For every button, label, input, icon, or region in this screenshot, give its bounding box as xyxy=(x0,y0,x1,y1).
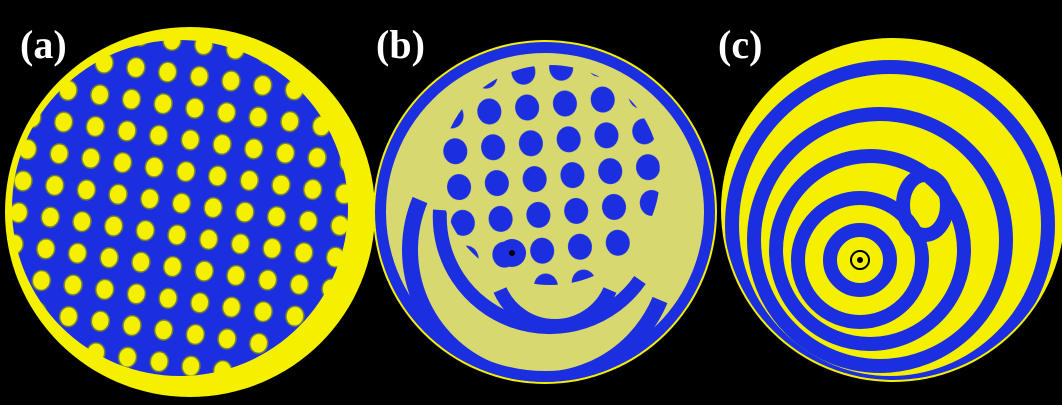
panel-label: (b) xyxy=(376,22,425,67)
panel-label: (c) xyxy=(718,22,762,67)
panel-label: (a) xyxy=(20,22,67,67)
figure: (a) (b) (c) xyxy=(0,0,1062,405)
page: (a) (b) (c) (() => { const data = JSON.p… xyxy=(0,0,1062,405)
panel-a xyxy=(5,27,375,397)
